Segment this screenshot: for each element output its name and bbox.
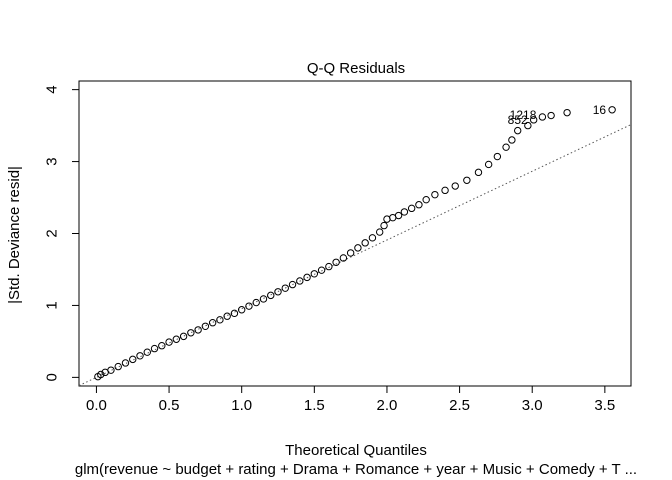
- data-point: [281, 284, 289, 292]
- data-point: [158, 342, 166, 350]
- data-point: [484, 160, 493, 169]
- data-point: [394, 211, 403, 220]
- data-point: [245, 302, 253, 310]
- data-point: [172, 335, 181, 343]
- data-point: [361, 239, 369, 247]
- data-point: [114, 362, 122, 371]
- data-point: [194, 326, 202, 334]
- model-formula: glm(revenue ~ budget + rating + Drama + …: [75, 461, 637, 478]
- data-point: [237, 306, 246, 314]
- x-tick-label: 0.5: [159, 397, 180, 414]
- x-axis: 0.0 0.5 1.0 1.5 2.0 2.5 3.0 3.5: [86, 385, 615, 414]
- data-point: [538, 113, 547, 121]
- data-point: [368, 234, 377, 242]
- data-point: [332, 258, 340, 266]
- point-label: 852: [508, 113, 528, 127]
- data-point: [310, 270, 319, 278]
- data-point: [529, 116, 538, 124]
- plot-frame: [78, 80, 632, 387]
- x-tick-label: 1.5: [304, 397, 325, 414]
- data-point: [216, 316, 224, 324]
- y-tick-label: 1: [43, 301, 60, 309]
- data-point: [97, 370, 105, 379]
- reference-line: [78, 124, 632, 387]
- y-tick-label: 4: [43, 85, 60, 93]
- data-point: [493, 152, 502, 161]
- data-point: [129, 355, 137, 364]
- x-tick-label: 3.5: [594, 397, 615, 414]
- data-point: [524, 121, 532, 130]
- y-tick-label: 3: [43, 157, 60, 165]
- data-point: [463, 176, 471, 184]
- y-tick-label: 0: [43, 373, 60, 381]
- x-tick-label: 2.0: [377, 397, 398, 414]
- data-point: [259, 295, 268, 303]
- data-point: [150, 344, 159, 353]
- data-point: [325, 262, 333, 271]
- y-axis: 0 1 2 3 4: [43, 85, 80, 382]
- data-point: [274, 288, 282, 296]
- data-point: [380, 221, 388, 230]
- data-point: [441, 186, 449, 195]
- data-point: [296, 277, 304, 285]
- data-point: [201, 322, 210, 330]
- data-point: [208, 318, 217, 327]
- data-point: [252, 298, 260, 307]
- data-point: [303, 273, 311, 282]
- data-point: [375, 228, 384, 236]
- data-point: [317, 266, 326, 274]
- x-tick-label: 2.5: [449, 397, 470, 414]
- data-point: [339, 254, 348, 262]
- point-label: 1218: [510, 108, 537, 122]
- data-points: [94, 106, 616, 381]
- data-point: [407, 204, 416, 213]
- data-point: [563, 108, 571, 117]
- y-axis-label: |Std. Deviance resid|: [6, 166, 23, 304]
- data-point: [508, 136, 516, 144]
- data-point: [502, 143, 510, 151]
- x-tick-label: 0.0: [86, 397, 107, 414]
- data-point: [474, 168, 483, 177]
- data-point: [288, 280, 297, 289]
- data-point: [346, 249, 355, 257]
- data-point: [451, 182, 459, 190]
- x-tick-label: 1.0: [231, 397, 252, 414]
- x-tick-label: 3.0: [522, 397, 543, 414]
- data-point: [121, 359, 130, 367]
- data-point: [400, 208, 409, 216]
- data-point: [179, 332, 188, 341]
- data-point: [136, 352, 144, 360]
- data-point: [415, 201, 423, 209]
- data-point: [187, 329, 195, 337]
- data-point: [431, 190, 439, 199]
- y-tick-label: 2: [43, 229, 60, 237]
- data-point: [422, 195, 430, 204]
- data-point: [267, 291, 275, 300]
- data-point: [513, 126, 522, 135]
- data-point: [165, 338, 173, 346]
- data-point: [143, 348, 151, 356]
- x-axis-label: Theoretical Quantiles: [285, 442, 427, 459]
- point-label: 16: [593, 103, 607, 117]
- data-point: [354, 244, 362, 252]
- data-point: [608, 106, 616, 114]
- data-point: [223, 312, 231, 320]
- data-point: [547, 111, 555, 120]
- data-point: [230, 309, 239, 318]
- chart-title: Q-Q Residuals: [307, 60, 405, 77]
- data-point: [107, 366, 115, 374]
